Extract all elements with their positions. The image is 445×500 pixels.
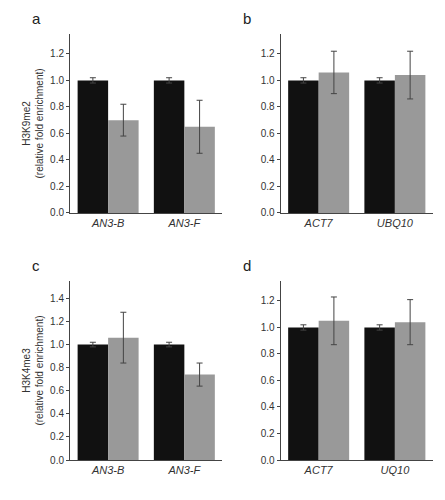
svg-text:0.0: 0.0 (261, 207, 275, 218)
svg-text:0.0: 0.0 (50, 455, 64, 466)
svg-text:1.0: 1.0 (50, 75, 64, 86)
svg-text:0.8: 0.8 (261, 348, 275, 359)
svg-text:0.2: 0.2 (261, 428, 275, 439)
svg-text:AN3-F: AN3-F (167, 464, 201, 476)
svg-text:AN3-F: AN3-F (167, 217, 201, 229)
svg-text:a: a (32, 10, 41, 27)
svg-text:b: b (243, 10, 251, 27)
svg-text:0.6: 0.6 (261, 375, 275, 386)
svg-text:H3K4me3(relative fold enrichme: H3K4me3(relative fold enrichment) (21, 316, 45, 426)
svg-text:0.8: 0.8 (50, 101, 64, 112)
svg-text:1.2: 1.2 (50, 316, 64, 327)
svg-text:1.0: 1.0 (261, 75, 275, 86)
svg-text:0.6: 0.6 (50, 128, 64, 139)
svg-text:c: c (32, 257, 40, 274)
svg-text:ACT7: ACT7 (304, 464, 334, 476)
svg-text:AN3-B: AN3-B (91, 217, 124, 229)
svg-text:0.2: 0.2 (261, 181, 275, 192)
svg-text:0.6: 0.6 (50, 385, 64, 396)
svg-text:0.2: 0.2 (50, 431, 64, 442)
svg-text:0.8: 0.8 (261, 101, 275, 112)
svg-text:0.0: 0.0 (261, 455, 275, 466)
svg-text:0.0: 0.0 (50, 207, 64, 218)
svg-text:0.8: 0.8 (50, 362, 64, 373)
svg-text:d: d (243, 257, 251, 274)
svg-text:1.2: 1.2 (261, 295, 275, 306)
svg-text:0.2: 0.2 (50, 181, 64, 192)
svg-text:0.4: 0.4 (50, 408, 64, 419)
svg-text:H3K9me2(relative fold enrichme: H3K9me2(relative fold enrichment) (21, 68, 45, 178)
svg-text:1.4: 1.4 (50, 293, 64, 304)
svg-text:1.2: 1.2 (50, 48, 64, 59)
svg-text:1.0: 1.0 (261, 322, 275, 333)
svg-text:ACT7: ACT7 (304, 217, 334, 229)
svg-text:AN3-B: AN3-B (91, 464, 124, 476)
svg-text:UQ10: UQ10 (381, 464, 411, 476)
svg-text:0.4: 0.4 (261, 154, 275, 165)
svg-text:0.4: 0.4 (261, 401, 275, 412)
svg-text:0.6: 0.6 (261, 128, 275, 139)
svg-text:1.2: 1.2 (261, 48, 275, 59)
svg-text:UBQ10: UBQ10 (377, 217, 414, 229)
svg-text:1.0: 1.0 (50, 339, 64, 350)
svg-text:0.4: 0.4 (50, 154, 64, 165)
